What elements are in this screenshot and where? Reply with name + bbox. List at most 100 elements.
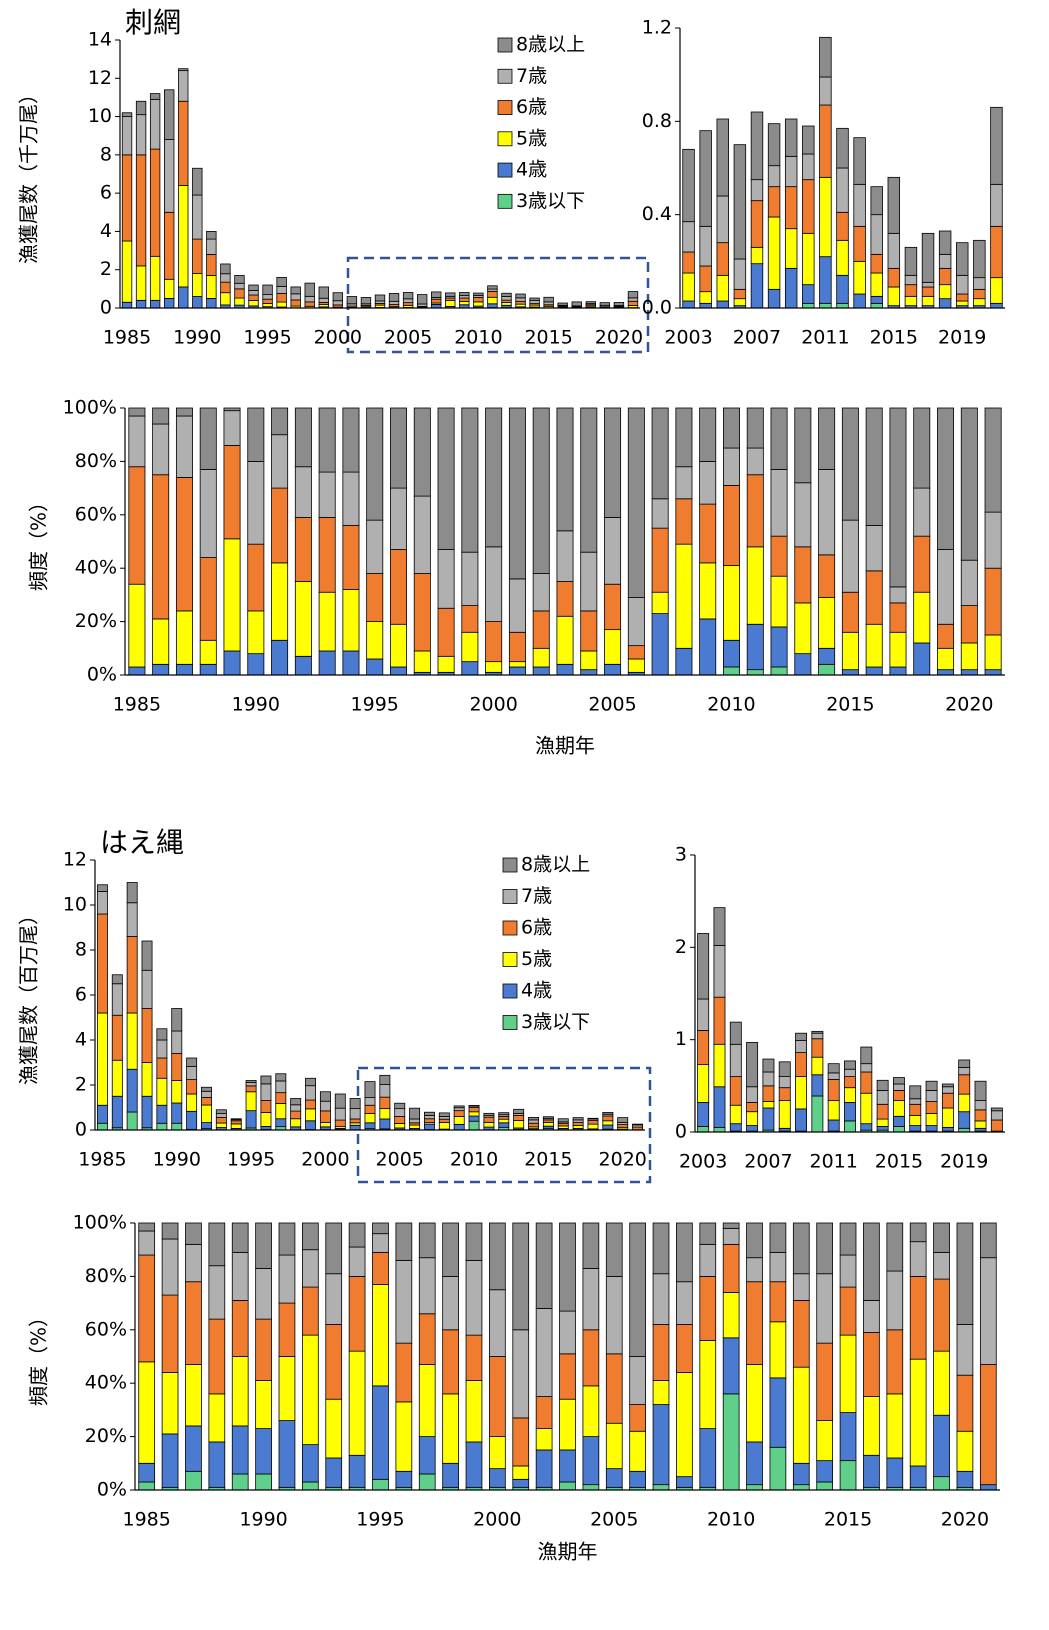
bar-segment <box>811 1095 824 1133</box>
bar-segment <box>111 974 123 985</box>
bar-segment <box>290 1104 302 1112</box>
bar-segment <box>974 1120 987 1129</box>
bar-segment <box>135 114 147 156</box>
bar-segment <box>733 298 747 307</box>
bar-segment <box>424 1111 435 1116</box>
bar-segment <box>96 1012 108 1106</box>
bar-segment <box>839 1460 857 1491</box>
legend-swatch <box>502 952 518 967</box>
bar-segment <box>535 1308 553 1397</box>
bar-segment <box>301 1444 319 1483</box>
bar-segment <box>319 1110 331 1123</box>
bar-segment <box>887 232 901 269</box>
bar-segment <box>865 407 883 526</box>
bar-segment <box>234 288 245 299</box>
bar-segment <box>863 1396 880 1456</box>
bar-segment <box>379 1108 391 1120</box>
bar-segment <box>876 1103 889 1120</box>
bar-segment <box>729 1123 742 1132</box>
bar-segment <box>247 407 265 462</box>
bar-segment <box>559 1353 576 1400</box>
x-tick-label: 2003 <box>679 1151 727 1173</box>
bar-segment <box>913 487 931 537</box>
bar-segment <box>149 148 161 257</box>
bar-segment <box>206 253 217 276</box>
bar-segment <box>152 474 170 620</box>
y-tick-label: 40% <box>75 557 117 579</box>
bar-segment <box>697 1126 710 1133</box>
bar-segment <box>676 1476 693 1488</box>
bar-segment <box>409 1124 421 1129</box>
bar-segment <box>185 1364 202 1427</box>
bar-segment <box>260 1126 272 1130</box>
bar-segment <box>746 447 764 476</box>
legend-label: 8歳以上 <box>516 34 585 56</box>
bar-segment <box>199 663 217 676</box>
bar-segment <box>201 1096 212 1106</box>
bar-segment <box>958 1111 971 1129</box>
bar-segment <box>697 1102 710 1127</box>
bar-segment <box>819 302 832 309</box>
bar-segment <box>208 1318 226 1395</box>
y-tick-label: 2 <box>75 1074 87 1096</box>
y-tick-label: 0.0 <box>642 297 672 319</box>
x-tick-label: 2003 <box>664 327 712 349</box>
bar-segment <box>876 1126 889 1131</box>
bar-segment <box>301 1334 319 1446</box>
bar-segment <box>792 1300 810 1368</box>
bar-segment <box>580 650 598 671</box>
bar-segment <box>836 127 849 169</box>
y-tick-label: 80% <box>85 1265 127 1287</box>
bar-segment <box>956 1470 974 1488</box>
bar-segment <box>974 1109 987 1122</box>
bar-segment <box>152 423 170 476</box>
y-tick-label: 8 <box>100 143 112 165</box>
y-tick-label: 10 <box>88 105 112 127</box>
bar-segment <box>762 1071 775 1087</box>
bar-segment <box>418 1436 436 1475</box>
bar-segment <box>247 543 265 612</box>
bar-segment <box>487 303 498 309</box>
bar-segment <box>271 639 289 676</box>
bar-segment <box>802 125 815 155</box>
bar-segment <box>973 288 986 300</box>
bar-segment <box>627 645 645 660</box>
bar-segment <box>319 1100 331 1112</box>
bar-segment <box>247 610 265 655</box>
bar-segment <box>652 1380 670 1405</box>
y-tick-label: 6 <box>100 182 112 204</box>
bar-segment <box>390 549 408 625</box>
bar-segment <box>262 284 273 295</box>
bar-segment <box>301 1286 319 1336</box>
bar-segment <box>876 1079 889 1091</box>
y-axis-label: 頻度（%） <box>27 492 51 591</box>
bar-segment <box>893 1126 905 1133</box>
bar-segment <box>438 1116 450 1120</box>
bar-segment <box>769 1222 787 1253</box>
bar-segment <box>632 1123 644 1126</box>
bar-segment <box>515 303 526 308</box>
bar-segment <box>746 546 764 625</box>
bar-segment <box>483 1121 495 1128</box>
x-tick-label: 2000 <box>314 327 362 349</box>
bar-segment <box>863 1300 880 1333</box>
bar-segment <box>716 195 729 244</box>
bar-segment <box>605 1353 623 1424</box>
bar-segment <box>206 231 217 240</box>
bar-segment <box>220 273 231 283</box>
bar-segment <box>156 1039 168 1059</box>
bar-segment <box>746 1441 763 1486</box>
bar-segment <box>164 278 175 299</box>
x-tick-label: 1995 <box>243 327 291 349</box>
bar-segment <box>461 605 479 633</box>
bar-segment <box>437 407 455 550</box>
bar-segment <box>395 1222 413 1261</box>
bar-segment <box>395 1470 413 1488</box>
bar-segment <box>925 1125 938 1132</box>
bar-segment <box>746 474 764 548</box>
bar-segment <box>372 1385 389 1480</box>
bar-segment <box>141 940 153 971</box>
y-tick-label: 3 <box>675 844 687 866</box>
y-tick-label: 80% <box>75 450 117 472</box>
